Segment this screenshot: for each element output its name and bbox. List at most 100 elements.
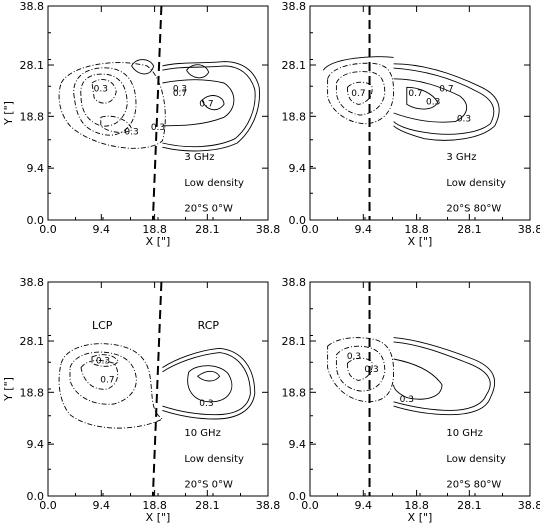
x-tick-label: 9.4 (93, 223, 111, 236)
rcp-contour (393, 358, 443, 400)
x-tick-label: 9.4 (355, 499, 373, 512)
contour-level-label: 0.7 (100, 376, 114, 386)
rcp-contour (393, 341, 491, 411)
y-tick-label: 9.4 (27, 162, 45, 175)
y-tick-label: 18.8 (20, 386, 45, 399)
y-tick-label: 18.8 (282, 386, 307, 399)
lcp-contour (327, 62, 395, 125)
lcp-contour (91, 354, 119, 367)
frequency-label: 3 GHz (446, 152, 476, 163)
x-tick-label: 28.1 (457, 223, 482, 236)
rcp-contour (162, 79, 235, 127)
rcp-contour (393, 67, 495, 135)
lcp-contour (58, 62, 166, 149)
y-tick-label: 0.0 (27, 490, 45, 503)
rcp-label: RCP (198, 319, 220, 332)
rcp-contour (187, 365, 233, 403)
y-tick-label: 18.8 (20, 110, 45, 123)
position-label: 20°S 0°W (184, 203, 233, 214)
y-tick-label: 28.1 (20, 59, 45, 72)
lcp-contour (91, 79, 117, 104)
lcp-contour (69, 351, 137, 405)
y-tick-label: 9.4 (289, 438, 307, 451)
x-tick-label: 28.1 (195, 223, 220, 236)
y-tick-label: 38.8 (282, 276, 307, 289)
contour-level-label: 0.7 (199, 100, 213, 110)
lcp-contour (58, 343, 164, 429)
contour-level-label: 0.3 (457, 115, 471, 125)
contour-level-label: 0.3 (426, 97, 440, 107)
rcp-contour (131, 59, 155, 75)
contour-level-label: 0.3 (400, 395, 414, 405)
contour-level-label: 0.3 (96, 356, 110, 366)
panel-bottom-left: 0.0 9.4 18.8 28.1 38.8 0.0 9.4 18.8 28.1 38.8 X ["… (2, 276, 280, 524)
lcp-contour (73, 67, 137, 136)
frequency-label: 10 GHz (184, 428, 220, 439)
panel-bottom-right: 0.0 9.4 18.8 28.1 38.8 0.0 9.4 18.8 28.1 38.8 X ["… (282, 276, 540, 524)
rcp-contour (201, 95, 225, 111)
position-label: 20°S 0°W (184, 479, 233, 490)
x-axis-label: X ["] (146, 511, 171, 524)
y-tick-label: 38.8 (20, 276, 45, 289)
y-axis-label: Y ["] (2, 377, 15, 402)
density-label: Low density (184, 178, 244, 189)
rcp-contour (162, 65, 256, 148)
density-label: Low density (446, 178, 506, 189)
rcp-contour (406, 86, 439, 110)
contour-level-label: 0.3 (94, 85, 108, 95)
contour-level-label: 0.3 (364, 365, 378, 375)
hemisphere-divider (151, 281, 163, 497)
panel-top-left: 0.0 9.4 18.8 28.1 38.8 0.0 9.4 18.8 28.1 38.8 X ["… (2, 0, 280, 248)
rcp-contour (196, 370, 221, 382)
y-axis-label: Y ["] (2, 101, 15, 126)
lcp-contour (335, 71, 386, 116)
y-tick-label: 38.8 (282, 0, 307, 13)
x-tick-label: 0.0 (39, 223, 57, 236)
y-tick-label: 28.1 (282, 59, 307, 72)
contour-level-label: 0.3 (124, 127, 138, 137)
y-tick-label: 9.4 (289, 162, 307, 175)
contour-level-label: 0.7 (439, 85, 453, 95)
rcp-contour (393, 78, 467, 123)
rcp-contour (186, 64, 210, 79)
lcp-contour (346, 357, 373, 381)
x-tick-label: 38.8 (256, 223, 281, 236)
x-tick-label: 0.0 (39, 499, 57, 512)
frequency-label: 3 GHz (184, 152, 214, 163)
position-label: 20°S 80°W (446, 203, 501, 214)
x-tick-label: 38.8 (518, 223, 540, 236)
hemisphere-divider (151, 5, 163, 221)
x-tick-label: 18.8 (142, 499, 167, 512)
rcp-contour (162, 61, 260, 152)
y-tick-label: 0.0 (289, 214, 307, 227)
contour-level-label: 0.7 (173, 89, 187, 99)
contour-level-label: 0.7 (351, 89, 365, 99)
contour-level-label: 0.3 (347, 352, 361, 362)
lcp-contour (346, 81, 373, 105)
contour-level-label: 0.3 (151, 123, 165, 133)
lcp-label: LCP (92, 319, 113, 332)
contour-level-label: 0.3 (199, 399, 213, 409)
y-tick-label: 18.8 (282, 110, 307, 123)
x-tick-label: 28.1 (457, 499, 482, 512)
x-tick-label: 18.8 (142, 223, 167, 236)
x-axis-label: X ["] (408, 235, 433, 248)
lcp-contour (80, 360, 119, 390)
density-label: Low density (184, 454, 244, 465)
x-tick-label: 28.1 (195, 499, 220, 512)
y-tick-label: 28.1 (282, 335, 307, 348)
y-tick-label: 0.0 (27, 214, 45, 227)
x-tick-label: 9.4 (355, 223, 373, 236)
lcp-contour (100, 115, 133, 133)
y-tick-label: 28.1 (20, 335, 45, 348)
y-tick-label: 38.8 (20, 0, 45, 13)
density-label: Low density (446, 454, 506, 465)
lcp-contour (327, 337, 395, 403)
position-label: 20°S 80°W (446, 479, 501, 490)
x-tick-label: 18.8 (404, 499, 429, 512)
frequency-label: 10 GHz (446, 428, 482, 439)
panel-top-right: 0.0 9.4 18.8 28.1 38.8 0.0 9.4 18.8 28.1 38.8 X ["… (282, 0, 540, 248)
rcp-contour (393, 63, 500, 141)
x-tick-label: 38.8 (256, 499, 281, 512)
